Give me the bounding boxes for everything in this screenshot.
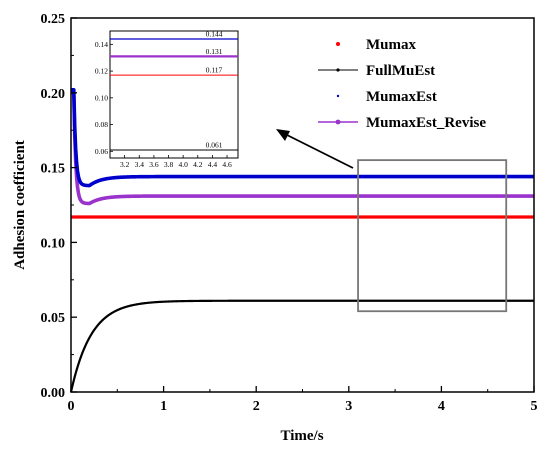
inset-y-tick-label: 0.06 xyxy=(95,147,108,156)
inset-value-label: 0.061 xyxy=(206,140,223,149)
series-line-mumaxest-revise xyxy=(70,91,535,206)
inset-x-tick-label: 4.0 xyxy=(178,160,188,169)
x-tick-label: 3 xyxy=(345,399,352,414)
inset-labels: 0.144 0.131 0.117 0.061 xyxy=(206,30,223,150)
legend-item-mumaxest-revise: MumaxEst_Revise xyxy=(318,115,486,131)
legend-item-fullmuest: FullMuEst xyxy=(318,63,435,79)
y-tick-label: 0.05 xyxy=(41,311,66,326)
main-plot: 0 1 2 3 4 5 0.00 0.05 0.10 0.15 0.20 0.25 xyxy=(41,12,538,414)
inset-y-tick-label: 0.14 xyxy=(95,40,108,49)
series-line-fullmuest xyxy=(69,299,535,393)
inset-x-tick-label: 4.6 xyxy=(222,160,232,169)
legend-swatch-dot xyxy=(335,119,341,125)
inset-x-tick-label: 3.4 xyxy=(135,160,145,169)
main-ticks: 0 1 2 3 4 5 0.00 0.05 0.10 0.15 0.20 0.25 xyxy=(41,12,538,414)
legend-swatch-dot xyxy=(336,42,340,46)
inset-value-label: 0.117 xyxy=(206,66,223,75)
legend: Mumax FullMuEst MumaxEst MumaxEst_Revise xyxy=(318,37,486,131)
inset-x-tick-label: 3.2 xyxy=(120,160,130,169)
inset-plot: 3.2 3.4 3.6 3.8 4.0 4.2 4.4 4.6 0.06 0.08 0.10 0.12… xyxy=(95,30,239,169)
legend-label: FullMuEst xyxy=(366,63,435,79)
legend-label: Mumax xyxy=(366,37,416,53)
y-tick-label: 0.20 xyxy=(41,87,66,102)
zoom-arrow-line xyxy=(282,132,354,169)
x-axis-title: Time/s xyxy=(280,428,323,444)
inset-frame xyxy=(109,30,239,159)
series-layer xyxy=(69,88,535,393)
y-tick-label: 0.15 xyxy=(41,162,66,177)
inset-value-label: 0.131 xyxy=(206,47,223,56)
x-tick-label: 1 xyxy=(160,399,167,414)
x-tick-label: 2 xyxy=(253,399,260,414)
y-tick-label: 0.25 xyxy=(41,12,66,27)
legend-swatch-dot xyxy=(336,94,340,98)
series-line-mumaxest xyxy=(70,88,535,188)
inset-y-tick-label: 0.08 xyxy=(95,120,108,129)
zoom-box xyxy=(357,159,508,313)
inset-x-tick-label: 3.6 xyxy=(149,160,159,169)
y-tick-label: 0.10 xyxy=(41,236,66,251)
legend-swatch-dot xyxy=(336,68,340,72)
x-tick-label: 0 xyxy=(68,399,75,414)
inset-y-tick-label: 0.10 xyxy=(95,93,108,102)
inset-y-tick-label: 0.12 xyxy=(95,67,108,76)
inset-x-tick-label: 4.2 xyxy=(193,160,203,169)
y-tick-label: 0.00 xyxy=(41,386,66,401)
zoom-arrow xyxy=(276,129,354,169)
y-axis-title: Adhesion coefficient xyxy=(12,140,28,270)
zoom-arrow-head xyxy=(276,129,290,141)
legend-label: MumaxEst xyxy=(366,89,437,105)
inset-x-tick-label: 3.8 xyxy=(164,160,174,169)
legend-item-mumax: Mumax xyxy=(336,37,416,53)
inset-x-tick-label: 4.4 xyxy=(208,160,218,169)
zoom-box-layer xyxy=(357,159,508,313)
x-tick-label: 4 xyxy=(438,399,445,414)
legend-label: MumaxEst_Revise xyxy=(366,115,486,131)
inset-ticks: 3.2 3.4 3.6 3.8 4.0 4.2 4.4 4.6 0.06 0.08 0.10 0.12… xyxy=(95,40,232,169)
legend-item-mumaxest: MumaxEst xyxy=(336,89,437,105)
inset-series xyxy=(110,38,238,151)
x-tick-label: 5 xyxy=(531,399,538,414)
inset-value-label: 0.144 xyxy=(206,30,223,39)
